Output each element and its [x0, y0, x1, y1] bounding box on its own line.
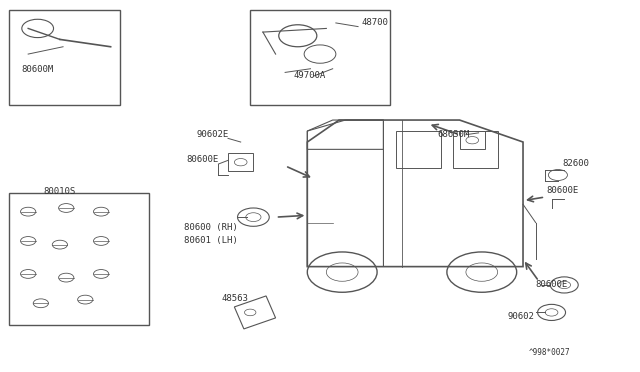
Bar — [396, 131, 440, 168]
Bar — [9, 10, 120, 105]
Bar — [460, 131, 485, 149]
Text: 80601 (LH): 80601 (LH) — [184, 236, 237, 245]
Text: 90602: 90602 — [507, 312, 534, 321]
Bar — [9, 193, 148, 325]
Text: 90602E: 90602E — [196, 129, 228, 138]
Text: 80600E: 80600E — [187, 155, 219, 164]
Bar — [250, 10, 390, 105]
Text: ^998*0027: ^998*0027 — [529, 348, 571, 357]
Text: 49700A: 49700A — [293, 71, 326, 80]
Text: 68630M: 68630M — [437, 129, 470, 138]
Text: 48700: 48700 — [361, 18, 388, 27]
Text: 48563: 48563 — [221, 294, 248, 304]
Text: 80600E: 80600E — [536, 280, 568, 289]
Text: 80600M: 80600M — [22, 65, 54, 74]
Text: 80600 (RH): 80600 (RH) — [184, 223, 237, 232]
Text: 80010S: 80010S — [44, 187, 76, 196]
Bar — [453, 131, 498, 168]
Bar — [228, 153, 253, 171]
Text: 80600E: 80600E — [547, 186, 579, 195]
Text: 82600: 82600 — [563, 159, 589, 168]
